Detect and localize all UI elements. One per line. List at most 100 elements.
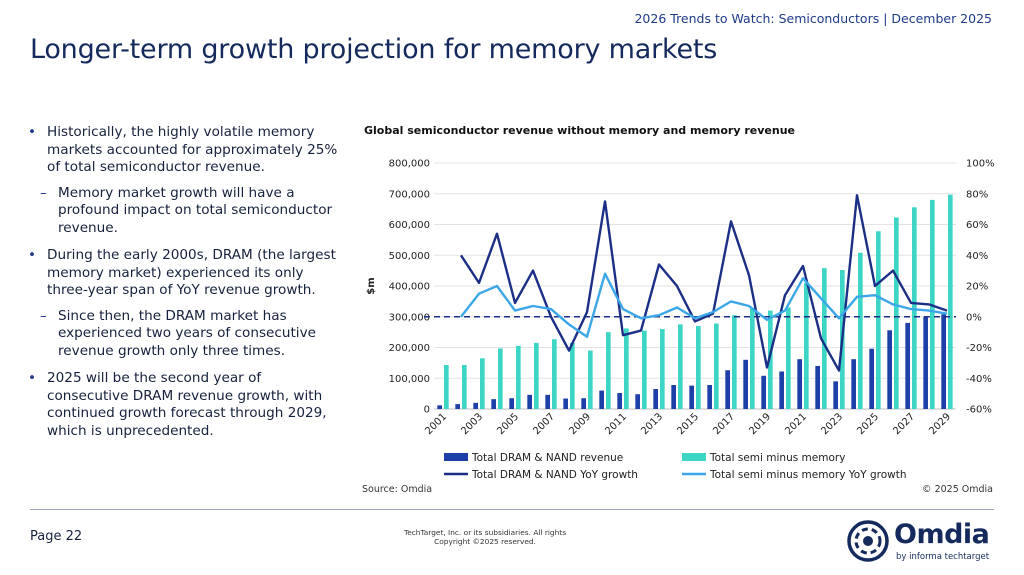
y2-tick-label: 60% [966, 220, 988, 231]
footer-copyright: TechTarget, Inc. or its subsidiaries. Al… [370, 528, 600, 546]
bar-dram-nand [617, 393, 622, 409]
bar-semi-minus-memory [714, 323, 719, 409]
x-tick-label: 2021 [783, 411, 809, 437]
bar-semi-minus-memory [858, 252, 863, 409]
x-tick-label: 2003 [459, 411, 485, 437]
legend-label: Total DRAM & NAND revenue [471, 452, 623, 464]
bar-dram-nand [671, 385, 676, 409]
y-tick-label: 600,000 [389, 220, 430, 231]
y2-tick-label: 20% [966, 282, 988, 293]
legend-label: Total semi minus memory [709, 452, 845, 464]
y2-tick-label: 100% [966, 159, 995, 170]
y-tick-label: 300,000 [389, 312, 430, 323]
chart-source: Source: Omdia [362, 484, 433, 495]
chart-svg: 0 100,000 200,000 300,000 400,000 500,000 600,… [366, 159, 995, 481]
bar-dram-nand [689, 385, 694, 409]
x-tick-label: 2015 [675, 411, 701, 437]
bullet-item: • During the early 2000s, DRAM (the larg… [28, 247, 346, 300]
bar-dram-nand [887, 330, 892, 409]
bullet-text: Historically, the highly volatile memory… [47, 124, 338, 175]
bullet-item: • 2025 will be the second year of consec… [28, 370, 346, 440]
y-tick-label: 0 [424, 405, 430, 416]
sub-bullet-item: – Memory market growth will have a profo… [40, 185, 346, 238]
bar-dram-nand [797, 359, 802, 409]
bar-semi-minus-memory [948, 194, 953, 409]
footer-copyright-line1: TechTarget, Inc. or its subsidiaries. Al… [403, 528, 567, 537]
sub-bullet-text: Memory market growth will have a profoun… [58, 184, 333, 236]
chart-title: Global semiconductor revenue without mem… [364, 124, 795, 137]
y2-tick-label: 80% [966, 189, 988, 200]
x-tick-label: 2019 [747, 411, 773, 437]
chart-copyright: © 2025 Omdia [922, 484, 993, 495]
bar-dram-nand [545, 394, 550, 409]
footer-copyright-line2: Copyright ©2025 reserved. [434, 537, 536, 546]
x-tick-label: 2029 [927, 411, 953, 437]
line-semi-minus-memory-yoy [460, 272, 948, 338]
bar-dram-nand [851, 359, 856, 409]
bar-dram-nand [599, 390, 604, 409]
bar-semi-minus-memory [462, 365, 467, 409]
y-tick-label: 700,000 [389, 189, 430, 200]
y2-tick-label: -60% [966, 405, 992, 416]
bar-semi-minus-memory [768, 310, 773, 409]
bar-dram-nand [455, 404, 460, 409]
bar-dram-nand [725, 370, 730, 409]
footer-divider [30, 509, 994, 510]
bullet-text: During the early 2000s, DRAM (the larges… [47, 247, 336, 298]
x-tick-label: 2023 [819, 411, 845, 437]
bar-dram-nand [815, 365, 820, 409]
logo-word: Omdia [894, 519, 990, 550]
bar-semi-minus-memory [534, 342, 539, 409]
x-tick-label: 2007 [531, 411, 557, 437]
bar-semi-minus-memory [876, 231, 881, 409]
sub-bullet-marker: – [40, 307, 47, 324]
bar-semi-minus-memory [444, 365, 449, 409]
x-tick-label: 2005 [495, 411, 521, 437]
bar-semi-minus-memory [804, 282, 809, 409]
bar-semi-minus-memory [660, 329, 665, 409]
bullet-item: • Historically, the highly volatile memo… [28, 124, 346, 177]
bar-semi-minus-memory [894, 217, 899, 409]
sub-bullet-item: – Since then, the DRAM market has experi… [40, 308, 346, 361]
bar-semi-minus-memory [498, 348, 503, 409]
bar-dram-nand [635, 394, 640, 409]
y-tick-label: 100,000 [389, 374, 430, 385]
bar-semi-minus-memory [822, 268, 827, 409]
bar-semi-minus-memory [912, 207, 917, 409]
y2-tick-label: -20% [966, 343, 992, 354]
y2-tick-label: 40% [966, 251, 988, 262]
bar-dram-nand [653, 389, 658, 409]
bar-dram-nand [509, 398, 514, 409]
bar-dram-nand [527, 394, 532, 409]
chart-panel: Global semiconductor revenue without mem… [356, 118, 996, 498]
bar-dram-nand [779, 371, 784, 409]
bullet-list: • Historically, the highly volatile memo… [28, 124, 346, 450]
page-number: Page 22 [30, 529, 83, 544]
y-axis-label: $m [366, 277, 377, 294]
bar-semi-minus-memory [552, 339, 557, 409]
bar-dram-nand [869, 348, 874, 409]
x-tick-label: 2025 [855, 411, 881, 437]
bar-semi-minus-memory [516, 345, 521, 409]
x-tick-label: 2017 [711, 411, 737, 437]
bar-semi-minus-memory [786, 307, 791, 409]
bullet-marker: • [28, 370, 37, 386]
bullet-marker: • [28, 124, 37, 140]
bar-semi-minus-memory [606, 332, 611, 409]
bullet-marker: • [28, 247, 37, 263]
bar-dram-nand [941, 314, 946, 409]
page-title: Longer-term growth projection for memory… [30, 34, 718, 65]
bar-dram-nand [491, 399, 496, 409]
x-tick-label: 2009 [567, 411, 593, 437]
omdia-logo: Omdia by informa techtarget [846, 518, 996, 564]
sub-bullet-text: Since then, the DRAM market has experien… [58, 307, 316, 359]
legend-label: Total semi minus memory YoY growth [709, 469, 906, 480]
y2-tick-label: 0% [966, 312, 982, 323]
bar-semi-minus-memory [624, 328, 629, 409]
bar-dram-nand [833, 381, 838, 409]
y-tick-label: 400,000 [389, 282, 430, 293]
y-tick-label: 500,000 [389, 251, 430, 262]
line-dram-nand-yoy [459, 194, 948, 372]
y2-tick-label: -40% [966, 374, 992, 385]
x-tick-label: 2011 [603, 411, 629, 437]
